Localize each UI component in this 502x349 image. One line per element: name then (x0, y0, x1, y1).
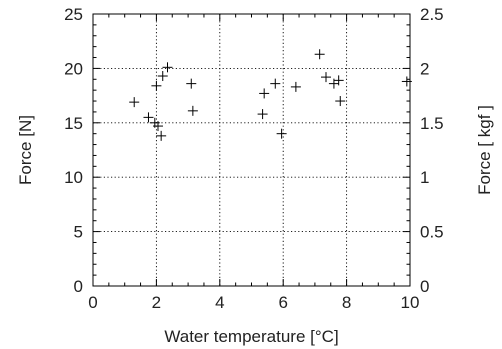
plot-frame (92, 13, 411, 287)
x-tick-label: 8 (342, 293, 351, 312)
data-point (320, 72, 331, 83)
data-point (314, 49, 325, 60)
y-tick-label: 0 (74, 277, 83, 296)
data-point (257, 109, 268, 120)
data-point (259, 88, 270, 99)
data-point (152, 121, 163, 132)
y2-tick-label: 0.5 (420, 223, 444, 242)
data-point (270, 78, 281, 89)
data-point (162, 62, 173, 73)
y2-tick-label: 1.5 (420, 114, 444, 133)
y-tick-label: 20 (64, 59, 83, 78)
y2-tick-label: 2.5 (420, 5, 444, 24)
x-tick-label: 0 (88, 293, 97, 312)
y-tick-label: 15 (64, 114, 83, 133)
data-points (129, 49, 412, 141)
grid-lines (93, 14, 410, 286)
x-tick-label: 4 (215, 293, 224, 312)
data-point (276, 128, 287, 139)
y-axis-label: Force [N] (16, 115, 35, 185)
y-tick-label: 25 (64, 5, 83, 24)
x-tick-label: 6 (278, 293, 287, 312)
x-tick-label: 2 (152, 293, 161, 312)
y-tick-label: 5 (74, 223, 83, 242)
data-point (401, 76, 412, 87)
x-axis-label: Water temperature [°C] (164, 327, 338, 346)
data-point (129, 97, 140, 108)
y2-tick-label: 1 (420, 168, 429, 187)
data-point (156, 130, 167, 141)
y2-tick-label: 2 (420, 59, 429, 78)
x-tick-label: 10 (401, 293, 420, 312)
data-point (186, 78, 197, 89)
data-point (151, 80, 162, 91)
axis-ticks (92, 13, 411, 287)
data-point (290, 81, 301, 92)
data-point (333, 75, 344, 86)
data-point (143, 112, 154, 123)
data-point (187, 105, 198, 116)
y2-tick-label: 0 (420, 277, 429, 296)
y2-axis-label: Force [ kgf ] (475, 105, 494, 195)
data-point (335, 96, 346, 107)
y-tick-label: 10 (64, 168, 83, 187)
data-point (157, 71, 168, 82)
